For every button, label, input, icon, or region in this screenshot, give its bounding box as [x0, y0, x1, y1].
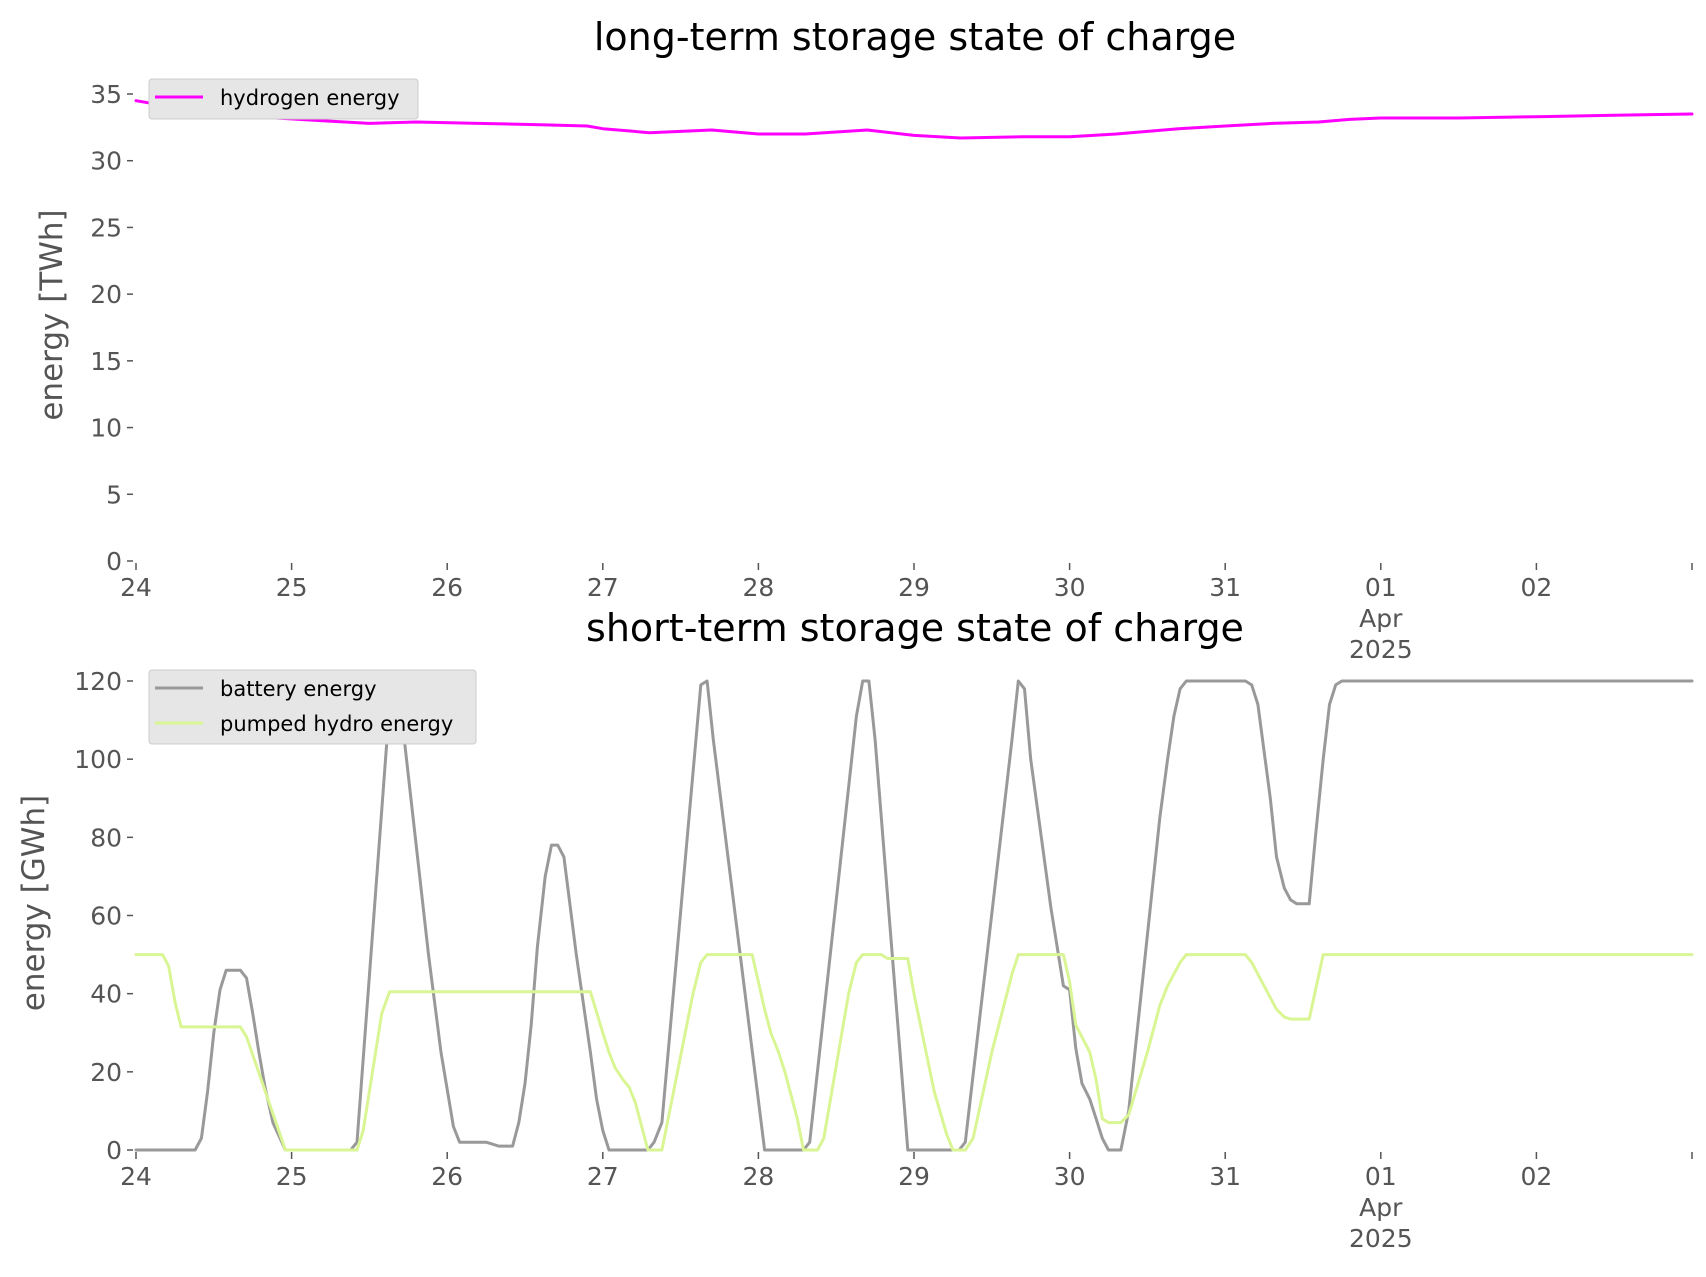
y-tick-label: 5 — [106, 480, 122, 509]
series-line-battery-energy — [134, 679, 1694, 1152]
x-tick-label: 01 — [1365, 573, 1397, 602]
chart-title: long-term storage state of charge — [594, 15, 1236, 59]
x-tick-label: 30 — [1054, 573, 1086, 602]
legend-label-battery-energy: battery energy — [220, 677, 377, 701]
y-tick-label: 20 — [90, 280, 122, 309]
long-term-storage-chart: long-term storage state of charge energy… — [34, 15, 1694, 664]
series-lines — [134, 679, 1694, 1152]
x-tick-label: 27 — [587, 1162, 619, 1191]
series-lines — [134, 99, 1694, 140]
x-tick-label: 24 — [120, 573, 152, 602]
legend: battery energy pumped hydro energy — [148, 669, 477, 745]
x-tick-label: 26 — [431, 573, 463, 602]
y-tick-label: 25 — [90, 213, 122, 242]
y-tick-label: 60 — [90, 902, 122, 931]
x-tick-label: 29 — [898, 1162, 930, 1191]
y-tick-label: 20 — [90, 1058, 122, 1087]
x-tick-label: 31 — [1209, 573, 1241, 602]
y-tick-label: 15 — [90, 347, 122, 376]
x-tick-label: 30 — [1054, 1162, 1086, 1191]
legend: hydrogen energy — [148, 78, 419, 120]
x-tick-label: 28 — [742, 573, 774, 602]
y-axis-label: energy [TWh] — [34, 209, 70, 420]
x-tick-label: 31 — [1209, 1162, 1241, 1191]
chart-title: short-term storage state of charge — [586, 606, 1244, 650]
y-axis-label: energy [GWh] — [16, 795, 52, 1011]
y-axis-ticks: 0 5 10 15 20 25 30 35 — [90, 80, 133, 576]
y-tick-label: 30 — [90, 147, 122, 176]
series-line-pumped-hydro-energy — [134, 953, 1694, 1152]
x-tick-label: 02 — [1520, 1162, 1552, 1191]
x-tick-label: 26 — [431, 1162, 463, 1191]
y-tick-label: 40 — [90, 980, 122, 1009]
y-tick-label: 120 — [74, 667, 122, 696]
y-tick-label: 100 — [74, 745, 122, 774]
legend-label-hydrogen-energy: hydrogen energy — [220, 86, 400, 110]
y-tick-label: 0 — [106, 547, 122, 576]
y-tick-label: 0 — [106, 1136, 122, 1165]
x-tick-label: 25 — [276, 573, 308, 602]
x-tick-label: 29 — [898, 573, 930, 602]
x-tick-sublabel: 2025 — [1349, 635, 1413, 664]
x-tick-label: 27 — [587, 573, 619, 602]
x-tick-label: 02 — [1520, 573, 1552, 602]
short-term-storage-chart: short-term storage state of charge energ… — [16, 606, 1694, 1253]
series-line-hydrogen-energy — [134, 99, 1694, 140]
y-tick-label: 35 — [90, 80, 122, 109]
x-tick-sublabel: Apr — [1359, 1193, 1403, 1222]
legend-box — [148, 78, 419, 120]
x-tick-sublabel: Apr — [1359, 604, 1403, 633]
legend-label-pumped-hydro-energy: pumped hydro energy — [220, 712, 453, 736]
y-tick-label: 80 — [90, 823, 122, 852]
x-tick-label: 25 — [276, 1162, 308, 1191]
x-tick-label: 01 — [1365, 1162, 1397, 1191]
legend-box — [148, 669, 477, 745]
x-tick-label: 28 — [742, 1162, 774, 1191]
y-axis-ticks: 0 20 40 60 80 100 120 — [74, 667, 133, 1165]
y-tick-label: 10 — [90, 414, 122, 443]
x-tick-sublabel: 2025 — [1349, 1224, 1413, 1253]
x-tick-label: 24 — [120, 1162, 152, 1191]
